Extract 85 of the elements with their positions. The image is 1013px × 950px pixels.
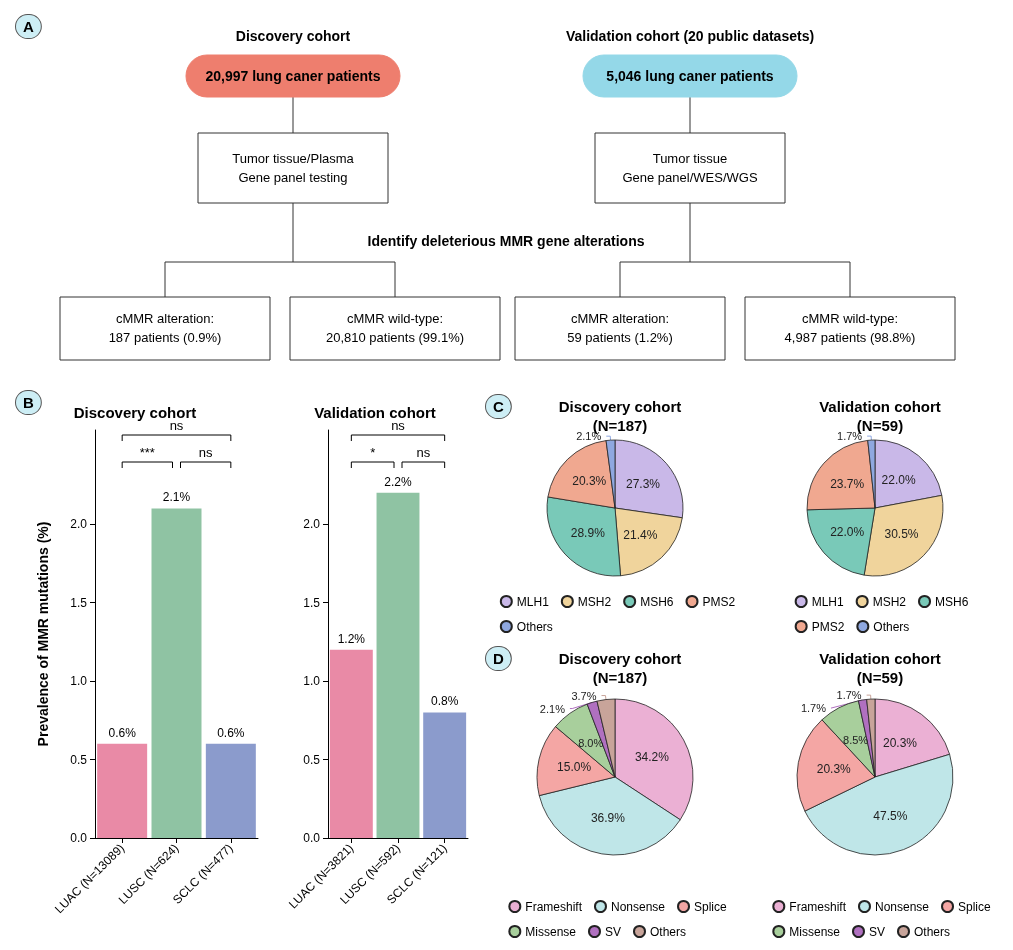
chart-title: Validation cohort <box>314 404 436 421</box>
annotation: ns <box>416 445 431 460</box>
annotation: ns <box>169 418 184 433</box>
y-tick-label: 1.0 <box>303 674 321 689</box>
data-label: 22.0% <box>830 525 865 540</box>
legend-label: Missense <box>525 924 577 939</box>
legend-label: Nonsense <box>610 899 666 914</box>
data-label: 23.7% <box>830 476 865 491</box>
legend-label: SV <box>604 924 621 939</box>
text: C <box>493 398 504 415</box>
text: B <box>23 394 34 411</box>
data-label: 20.3% <box>882 736 918 751</box>
legend-label: MSH2 <box>872 594 907 609</box>
data-label: 1.2% <box>337 631 366 646</box>
y-tick-label: 1.5 <box>303 595 321 610</box>
y-tick-label: 0.0 <box>70 831 88 845</box>
data-label: 20.3% <box>572 474 607 489</box>
legend-label: MSH6 <box>935 594 969 609</box>
y-tick-label: 2.0 <box>70 517 88 532</box>
legend-label: MLH1 <box>516 594 550 609</box>
legend-label: Others <box>516 619 553 634</box>
y-tick-label: 1.5 <box>70 595 88 610</box>
y-tick-label: 0.0 <box>303 831 321 845</box>
chart-title: Validation cohort (N=59) <box>819 650 941 686</box>
y-axis-title: Prevalence of MMR mutations (%) <box>35 521 51 747</box>
text: Identify deleterious MMR gene alterations <box>367 233 645 249</box>
text: Tumor tissue Gene panel/WES/WGS <box>622 151 758 185</box>
data-label: 22.0% <box>881 472 916 487</box>
data-label: 2.1% <box>539 702 566 715</box>
data-label: 2.2% <box>384 474 412 489</box>
data-label: 1.7% <box>836 689 862 702</box>
data-label: 0.8% <box>430 694 459 709</box>
data-label: 0.6% <box>108 725 137 740</box>
legend-label: Others <box>873 619 910 634</box>
legend-label: Frameshift <box>789 899 847 914</box>
text: Validation cohort (20 public datasets) <box>565 28 815 44</box>
data-label: 20.3% <box>816 762 852 777</box>
annotation: ns <box>198 445 214 460</box>
legend-label: MSH2 <box>577 594 612 609</box>
legend-label: PMS2 <box>811 619 845 634</box>
text: cMMR wild-type: 4,987 patients (98.8%) <box>784 311 916 345</box>
text: D <box>493 650 504 667</box>
legend-label: Frameshift <box>525 899 583 914</box>
legend-label: Others <box>913 924 951 939</box>
text: Tumor tissue/Plasma Gene panel testing <box>232 151 355 185</box>
legend-label: Nonsense <box>874 899 930 914</box>
legend-label: Missense <box>789 924 841 939</box>
text: cMMR wild-type: 20,810 patients (99.1%) <box>325 311 465 345</box>
text: 5,046 lung caner patients <box>606 68 774 84</box>
chart-title: Discovery cohort <box>73 404 197 421</box>
legend-label: Splice <box>694 899 728 914</box>
data-label: 2.1% <box>162 490 191 505</box>
data-label: 1.7% <box>800 702 827 715</box>
data-label: 15.0% <box>557 760 592 775</box>
annotation: * <box>370 445 376 460</box>
bar <box>423 712 467 838</box>
y-tick-label: 2.0 <box>303 517 321 532</box>
y-tick-label: 1.0 <box>70 674 88 689</box>
annotation: ns <box>391 418 406 433</box>
bar <box>376 492 420 838</box>
chart-title: Discovery cohort (N=187) <box>558 650 682 686</box>
data-label: 36.9% <box>590 811 626 826</box>
data-label: 47.5% <box>873 809 908 824</box>
data-label: 28.9% <box>570 526 606 541</box>
text: cMMR alteration: 59 patients (1.2%) <box>567 311 673 345</box>
data-label: 27.3% <box>625 476 661 491</box>
data-label: 34.2% <box>634 750 670 765</box>
bar <box>329 649 373 838</box>
text: cMMR alteration: 187 patients (0.9%) <box>108 311 222 345</box>
y-tick-label: 0.5 <box>70 752 88 767</box>
text: A <box>23 18 34 35</box>
data-label: 0.6% <box>217 725 245 740</box>
legend-label: Others <box>649 924 687 939</box>
annotation: *** <box>139 445 155 460</box>
data-label: 3.7% <box>571 689 597 702</box>
data-label: 21.4% <box>623 527 658 542</box>
data-label: 30.5% <box>884 526 919 541</box>
y-tick-label: 0.5 <box>303 752 321 767</box>
legend-label: PMS2 <box>702 594 736 609</box>
text: Discovery cohort <box>235 28 351 44</box>
legend-label: MLH1 <box>811 594 844 609</box>
legend-label: Splice <box>958 899 992 914</box>
legend-label: SV <box>868 924 885 939</box>
legend-label: MSH6 <box>640 594 674 609</box>
text: 20,997 lung caner patients <box>205 68 381 84</box>
